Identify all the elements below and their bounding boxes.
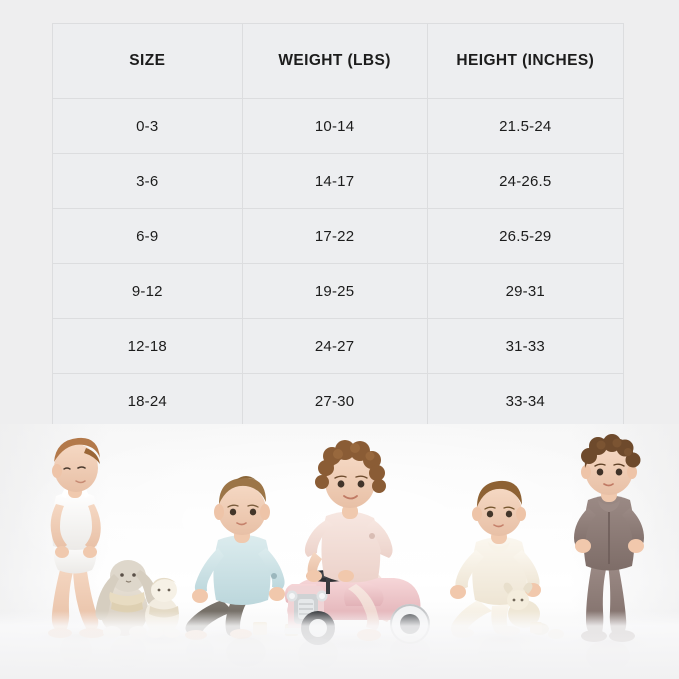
table-row: 3-6 14-17 24-26.5 [52, 153, 625, 209]
table-row: 12-18 24-27 31-33 [52, 318, 625, 374]
table-header: SIZE WEIGHT (LBS) HEIGHT (INCHES) [52, 23, 625, 99]
cell-weight: 19-25 [241, 263, 428, 319]
table-row: 18-24 27-30 33-34 [52, 373, 625, 429]
glossy-floor [0, 611, 679, 679]
column-header-height: HEIGHT (INCHES) [426, 23, 625, 99]
cell-weight: 14-17 [241, 153, 428, 209]
table-row: 6-9 17-22 26.5-29 [52, 208, 625, 264]
baby-size-chart-table: SIZE WEIGHT (LBS) HEIGHT (INCHES) 0-3 10… [52, 23, 625, 429]
cell-size: 12-18 [52, 318, 243, 374]
cell-height: 29-31 [426, 263, 625, 319]
cell-height: 31-33 [426, 318, 625, 374]
cell-weight: 10-14 [241, 98, 428, 154]
cell-height: 21.5-24 [426, 98, 625, 154]
table-row: 9-12 19-25 29-31 [52, 263, 625, 319]
cell-weight: 17-22 [241, 208, 428, 264]
table-header-row: SIZE WEIGHT (LBS) HEIGHT (INCHES) [52, 23, 625, 99]
cell-size: 18-24 [52, 373, 243, 429]
table-body: 0-3 10-14 21.5-24 3-6 14-17 24-26.5 6-9 … [52, 98, 625, 429]
cell-size: 0-3 [52, 98, 243, 154]
cell-size: 6-9 [52, 208, 243, 264]
cell-size: 9-12 [52, 263, 243, 319]
table-row: 0-3 10-14 21.5-24 [52, 98, 625, 154]
cell-weight: 27-30 [241, 373, 428, 429]
column-header-weight: WEIGHT (LBS) [241, 23, 428, 99]
cell-height: 33-34 [426, 373, 625, 429]
cell-size: 3-6 [52, 153, 243, 209]
size-table-container: SIZE WEIGHT (LBS) HEIGHT (INCHES) 0-3 10… [52, 23, 625, 429]
lifestyle-photo-babies [0, 424, 679, 679]
column-header-size: SIZE [52, 23, 243, 99]
cell-height: 26.5-29 [426, 208, 625, 264]
cell-height: 24-26.5 [426, 153, 625, 209]
cell-weight: 24-27 [241, 318, 428, 374]
